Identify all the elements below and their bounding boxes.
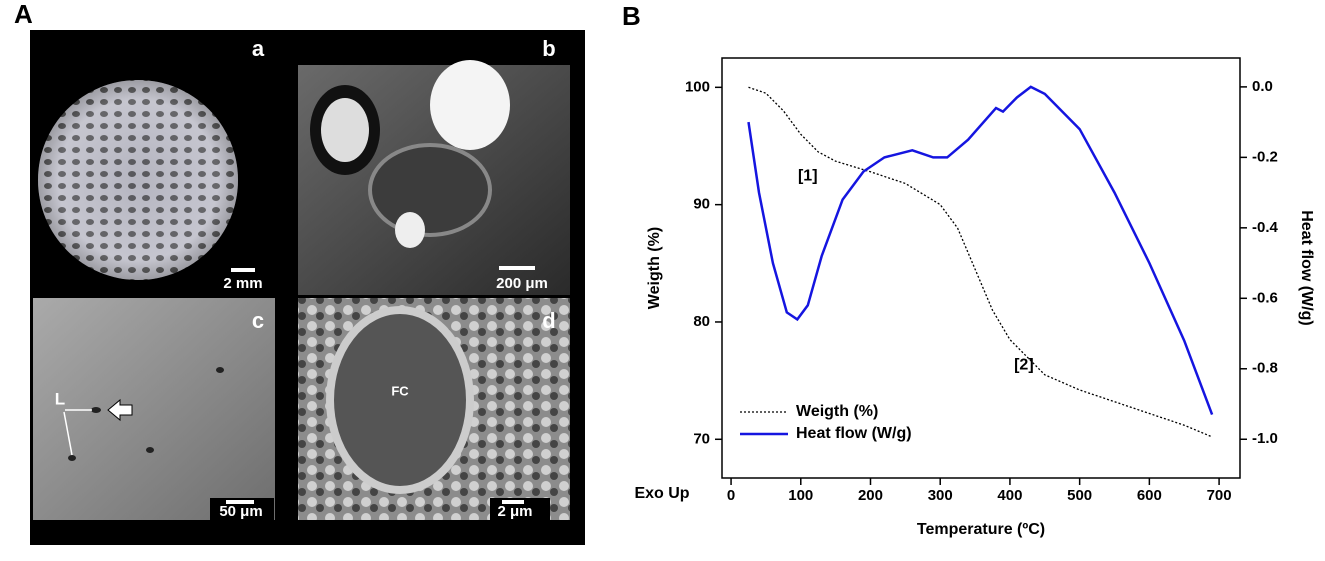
x-tick-label: 400 bbox=[997, 487, 1022, 504]
legend-label: Weigth (%) bbox=[796, 403, 878, 420]
legend-label: Heat flow (W/g) bbox=[796, 425, 912, 442]
image-c: L c 50 μm bbox=[33, 298, 275, 520]
corner-text: Exo Up bbox=[634, 485, 689, 502]
image-label: b bbox=[542, 36, 555, 61]
y-tick-label: 80 bbox=[693, 313, 710, 330]
y-tick-label: 100 bbox=[685, 78, 710, 95]
panel-label: A bbox=[14, 0, 33, 29]
series-line bbox=[747, 85, 1214, 416]
image-label: a bbox=[252, 36, 265, 61]
image-label: d bbox=[542, 308, 555, 333]
marker-label: FC bbox=[391, 383, 409, 398]
chart: 0 100 200 300 400 500 600 700 70 80 90 100 -1.0 -0.8 -… bbox=[634, 57, 1315, 538]
y2-tick-label: -0.4 bbox=[1252, 219, 1279, 236]
x-tick-label: 700 bbox=[1207, 487, 1232, 504]
y2-tick-label: -0.8 bbox=[1252, 360, 1278, 377]
x-tick-label: 0 bbox=[727, 487, 735, 504]
plot-frame bbox=[721, 57, 1241, 479]
image-b: b 200 μm bbox=[298, 36, 570, 295]
y-axis-label: Weigth (%) bbox=[646, 227, 663, 309]
y2-axis-label: Heat flow (W/g) bbox=[1298, 210, 1315, 326]
y2-tick-label: -1.0 bbox=[1252, 430, 1278, 447]
y2-tick-label: 0.0 bbox=[1252, 78, 1273, 95]
annotation: [2] bbox=[1014, 357, 1034, 374]
scale-label: 50 μm bbox=[219, 503, 262, 520]
image-label: c bbox=[252, 308, 264, 333]
scale-label: 2 mm bbox=[223, 275, 262, 292]
series-line bbox=[748, 86, 1213, 438]
scale-label: 2 μm bbox=[497, 503, 532, 520]
scale-label: 200 μm bbox=[496, 275, 548, 292]
y-tick-label: 70 bbox=[693, 430, 710, 447]
annotation: [1] bbox=[798, 168, 818, 185]
y2-tick-label: -0.2 bbox=[1252, 148, 1278, 165]
x-tick-label: 100 bbox=[788, 487, 813, 504]
image-a: a 2 mm bbox=[38, 36, 265, 292]
panel-label: B bbox=[622, 1, 641, 31]
x-axis-label: Temperature (ºC) bbox=[917, 521, 1045, 538]
x-tick-label: 500 bbox=[1067, 487, 1092, 504]
x-tick-label: 300 bbox=[928, 487, 953, 504]
x-tick-label: 200 bbox=[858, 487, 883, 504]
marker-label: L bbox=[55, 389, 65, 408]
x-tick-label: 600 bbox=[1137, 487, 1162, 504]
y2-tick-label: -0.6 bbox=[1252, 289, 1278, 306]
y-tick-label: 90 bbox=[693, 196, 710, 213]
image-d: FC d 2 μm bbox=[298, 298, 570, 520]
